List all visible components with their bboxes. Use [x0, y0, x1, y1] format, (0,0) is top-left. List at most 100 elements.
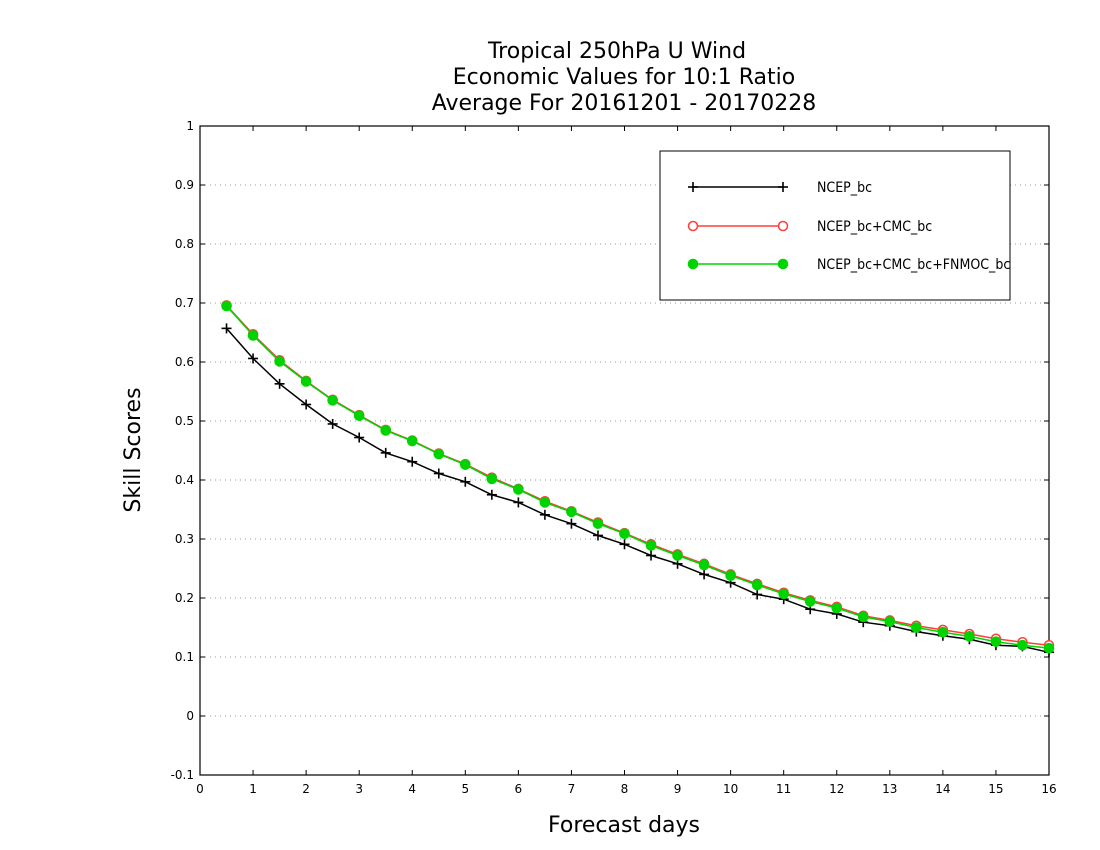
chart-title: Tropical 250hPa U Wind Economic Values f… — [432, 39, 817, 116]
data-point — [698, 559, 710, 571]
y-tick-label: 0.5 — [175, 414, 194, 428]
data-point — [937, 626, 949, 638]
data-point — [380, 425, 392, 436]
x-tick-label: 13 — [882, 782, 897, 796]
title-line-1: Tropical 250hPa U Wind — [487, 39, 746, 64]
data-point — [274, 378, 285, 389]
data-point — [301, 399, 312, 410]
x-tick-label: 10 — [723, 782, 738, 796]
data-point — [221, 300, 232, 312]
x-tick-label: 12 — [829, 782, 844, 796]
data-point — [300, 376, 312, 387]
data-point — [539, 509, 550, 520]
data-point — [460, 476, 471, 487]
x-tick-label: 2 — [302, 782, 310, 796]
data-point — [619, 528, 630, 539]
y-tick-label: 0.1 — [175, 650, 194, 664]
y-tick-label: 0.3 — [175, 532, 194, 546]
data-point — [751, 579, 763, 591]
data-point — [857, 611, 869, 623]
series-line — [225, 305, 1050, 649]
data-point — [380, 447, 391, 458]
data-point — [486, 473, 498, 485]
legend-item: NCEP_bc — [688, 180, 872, 196]
legend-marker — [687, 220, 699, 232]
legend: NCEP_bc NCEP_bc+CMC_bc NCEP_bc+CMC_bc+FNMO… — [659, 150, 1011, 301]
data-point — [327, 395, 338, 406]
data-point — [327, 418, 338, 429]
x-tick-label: 14 — [935, 782, 950, 796]
data-point — [804, 596, 816, 607]
data-point — [354, 432, 365, 443]
y-tick-label: 0.2 — [175, 591, 194, 605]
x-tick-label: 8 — [621, 782, 629, 796]
data-point — [619, 539, 630, 550]
data-point — [407, 456, 418, 467]
title-line-3: Average For 20161201 - 20170228 — [432, 91, 817, 116]
legend-items: NCEP_bc NCEP_bc+CMC_bc NCEP_bc+CMC_bc+FNMO… — [687, 180, 1010, 273]
data-point — [1043, 642, 1055, 654]
data-point — [699, 569, 710, 580]
data-point — [725, 570, 736, 581]
data-point — [778, 588, 789, 600]
x-tick-label: 1 — [249, 782, 257, 796]
data-point — [990, 636, 1002, 647]
x-tick-label: 6 — [515, 782, 523, 796]
series-3 — [221, 300, 1055, 654]
y-tick-label: 0.9 — [175, 178, 194, 192]
legend-item: NCEP_bc+CMC_bc+FNMOC_bc — [687, 257, 1010, 273]
data-point — [353, 410, 365, 421]
data-point — [221, 323, 232, 334]
data-point — [566, 506, 577, 518]
data-point — [433, 448, 445, 460]
data-point — [513, 497, 524, 508]
y-tick-label: -0.1 — [171, 768, 194, 782]
x-tick-label: 4 — [408, 782, 416, 796]
legend-label: NCEP_bc+CMC_bc+FNMOC_bc — [817, 257, 1010, 273]
legend-marker — [778, 182, 788, 192]
title-line-2: Economic Values for 10:1 Ratio — [453, 65, 795, 90]
data-point — [831, 602, 843, 614]
legend-label: NCEP_bc+CMC_bc — [817, 219, 932, 235]
y-tick-label: 0 — [186, 709, 194, 723]
data-point — [964, 631, 975, 642]
data-point — [247, 330, 259, 341]
legend-label: NCEP_bc — [817, 180, 872, 196]
x-tick-label: 3 — [355, 782, 363, 796]
y-tick-label: 0.8 — [175, 237, 194, 251]
axis-ticks: -0.100.10.20.30.40.50.60.70.80.910 1 2 3 4 5 6… — [171, 119, 1057, 796]
data-point — [645, 540, 657, 551]
y-axis-title: Skill Scores — [121, 387, 146, 512]
x-tick-label: 7 — [568, 782, 576, 796]
data-point — [672, 550, 683, 561]
y-tick-label: 0.7 — [175, 296, 194, 310]
data-point — [460, 459, 471, 470]
legend-marker — [777, 258, 789, 270]
data-point — [486, 489, 497, 500]
x-tick-label: 9 — [674, 782, 682, 796]
data-point — [566, 518, 577, 529]
data-point — [592, 530, 603, 541]
series-line — [225, 304, 1050, 646]
data-point — [433, 468, 444, 479]
data-point — [911, 622, 922, 633]
series-1 — [221, 323, 1054, 658]
x-tick-label: 16 — [1041, 782, 1056, 796]
x-tick-label: 5 — [461, 782, 469, 796]
data-point — [646, 550, 657, 561]
data-point — [406, 435, 418, 447]
x-axis-title: Forecast days — [548, 813, 700, 838]
y-tick-label: 0.6 — [175, 355, 194, 369]
data-point — [274, 356, 285, 367]
series-lines — [221, 300, 1055, 658]
x-tick-label: 11 — [776, 782, 791, 796]
data-point — [248, 353, 259, 364]
data-point — [539, 497, 551, 508]
y-tick-label: 0.4 — [175, 473, 194, 487]
legend-marker — [687, 258, 699, 270]
series-2 — [221, 300, 1055, 651]
x-tick-label: 15 — [988, 782, 1003, 796]
data-point — [1017, 639, 1028, 651]
data-point — [513, 484, 524, 495]
